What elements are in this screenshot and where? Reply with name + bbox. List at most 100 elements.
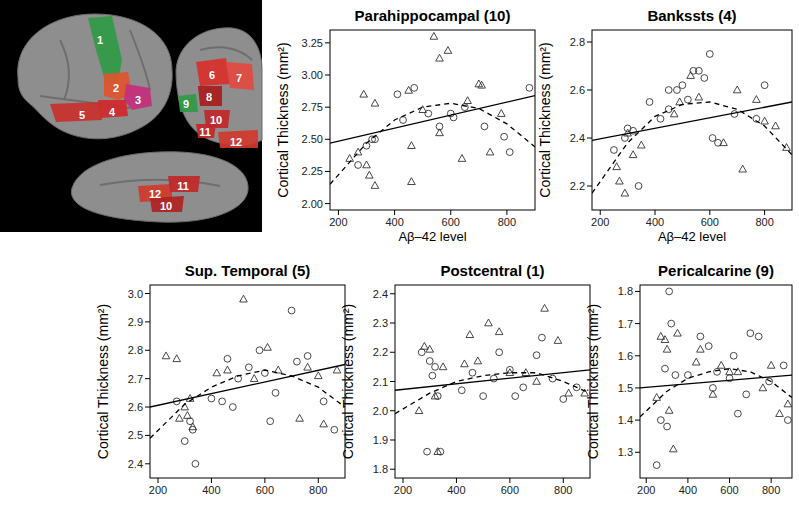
point-triangle bbox=[431, 392, 439, 399]
y-tick bbox=[145, 378, 150, 379]
brain-region bbox=[178, 94, 198, 112]
x-tick bbox=[211, 478, 212, 483]
brain-sulcus bbox=[60, 40, 69, 100]
point-triangle bbox=[776, 410, 784, 417]
y-axis-label: Cortical Thickness (mm²) bbox=[275, 42, 291, 197]
y-tick bbox=[145, 350, 150, 351]
point-circle bbox=[668, 320, 675, 327]
point-circle bbox=[400, 117, 407, 124]
x-tick bbox=[709, 210, 710, 215]
point-triangle bbox=[360, 90, 368, 97]
x-tick bbox=[264, 478, 265, 483]
point-circle bbox=[426, 358, 433, 365]
region-label: 11 bbox=[177, 180, 189, 192]
point-triangle bbox=[419, 106, 427, 113]
point-circle bbox=[272, 389, 279, 396]
y-tick-label: 2.8 bbox=[570, 36, 585, 48]
y-tick bbox=[587, 138, 592, 139]
point-triangle bbox=[759, 384, 767, 391]
point-circle bbox=[429, 372, 436, 379]
y-tick bbox=[635, 323, 640, 324]
brain-region bbox=[50, 102, 102, 122]
y-tick bbox=[390, 323, 395, 324]
x-tick bbox=[687, 478, 688, 483]
y-tick-label: 2.4 bbox=[373, 288, 388, 300]
point-circle bbox=[512, 393, 519, 400]
point-triangle bbox=[709, 390, 717, 397]
point-circle bbox=[355, 162, 362, 169]
y-tick bbox=[390, 410, 395, 411]
point-circle bbox=[526, 84, 533, 91]
point-triangle bbox=[753, 96, 761, 103]
y-tick bbox=[325, 42, 330, 43]
point-circle bbox=[461, 104, 468, 111]
point-circle bbox=[520, 384, 527, 391]
point-triangle bbox=[363, 161, 371, 168]
brain-region bbox=[168, 176, 200, 192]
point-triangle bbox=[784, 400, 792, 407]
y-tick bbox=[587, 42, 592, 43]
point-triangle bbox=[240, 295, 248, 302]
point-circle bbox=[684, 96, 691, 103]
point-triangle bbox=[761, 117, 769, 124]
point-circle bbox=[320, 398, 327, 405]
brain-region bbox=[98, 100, 128, 118]
plot-marks bbox=[592, 51, 792, 196]
point-circle bbox=[539, 334, 546, 341]
y-tick bbox=[325, 171, 330, 172]
point-triangle bbox=[474, 357, 482, 364]
point-triangle bbox=[565, 389, 573, 396]
x-tick-label: 600 bbox=[442, 216, 460, 228]
x-tick bbox=[394, 210, 395, 215]
panel: 2004006008002.22.42.62.8Bankssts (4)Aβ–4… bbox=[537, 7, 792, 244]
fit-line bbox=[150, 370, 345, 438]
x-tick bbox=[646, 478, 647, 483]
y-tick bbox=[145, 407, 150, 408]
y-tick-label: 3.00 bbox=[302, 69, 323, 81]
x-tick-label: 400 bbox=[447, 484, 465, 496]
point-circle bbox=[665, 87, 672, 94]
y-tick bbox=[390, 469, 395, 470]
brain-panel: 123456789101112121110 bbox=[0, 0, 262, 232]
point-circle bbox=[761, 82, 768, 89]
point-triangle bbox=[426, 345, 434, 352]
point-circle bbox=[674, 87, 681, 94]
point-circle bbox=[780, 362, 787, 369]
brain-region bbox=[196, 124, 216, 138]
plot-frame bbox=[640, 285, 792, 478]
x-tick-label: 800 bbox=[309, 484, 327, 496]
point-circle bbox=[267, 418, 274, 425]
point-triangle bbox=[430, 32, 438, 39]
y-tick bbox=[635, 420, 640, 421]
region-label: 10 bbox=[160, 200, 172, 212]
brain-region bbox=[198, 86, 222, 106]
x-tick-label: 200 bbox=[591, 216, 609, 228]
panel-title: Sup. Temporal (5) bbox=[185, 262, 311, 279]
point-triangle bbox=[670, 110, 678, 117]
x-tick bbox=[506, 210, 507, 215]
point-circle bbox=[411, 84, 418, 91]
point-triangle bbox=[733, 86, 741, 93]
x-tick bbox=[456, 478, 457, 483]
fit-line bbox=[592, 102, 792, 140]
point-circle bbox=[331, 426, 338, 433]
point-triangle bbox=[653, 394, 661, 401]
point-circle bbox=[635, 183, 642, 190]
point-triangle bbox=[674, 329, 682, 336]
point-triangle bbox=[173, 355, 181, 362]
point-triangle bbox=[405, 86, 413, 93]
x-tick bbox=[158, 478, 159, 483]
y-tick-label: 2.4 bbox=[570, 132, 585, 144]
x-tick-label: 200 bbox=[329, 216, 347, 228]
point-circle bbox=[304, 353, 311, 360]
y-tick-label: 3.0 bbox=[128, 288, 143, 300]
region-label: 9 bbox=[183, 98, 189, 110]
point-triangle bbox=[189, 423, 197, 430]
panel-title: Bankssts (4) bbox=[647, 7, 736, 24]
point-circle bbox=[664, 423, 671, 430]
point-circle bbox=[424, 448, 431, 455]
point-triangle bbox=[434, 448, 442, 455]
point-triangle bbox=[533, 378, 541, 385]
panel: 2004006008001.81.92.02.12.22.32.4Postcen… bbox=[340, 262, 590, 496]
brain-region bbox=[226, 62, 254, 90]
